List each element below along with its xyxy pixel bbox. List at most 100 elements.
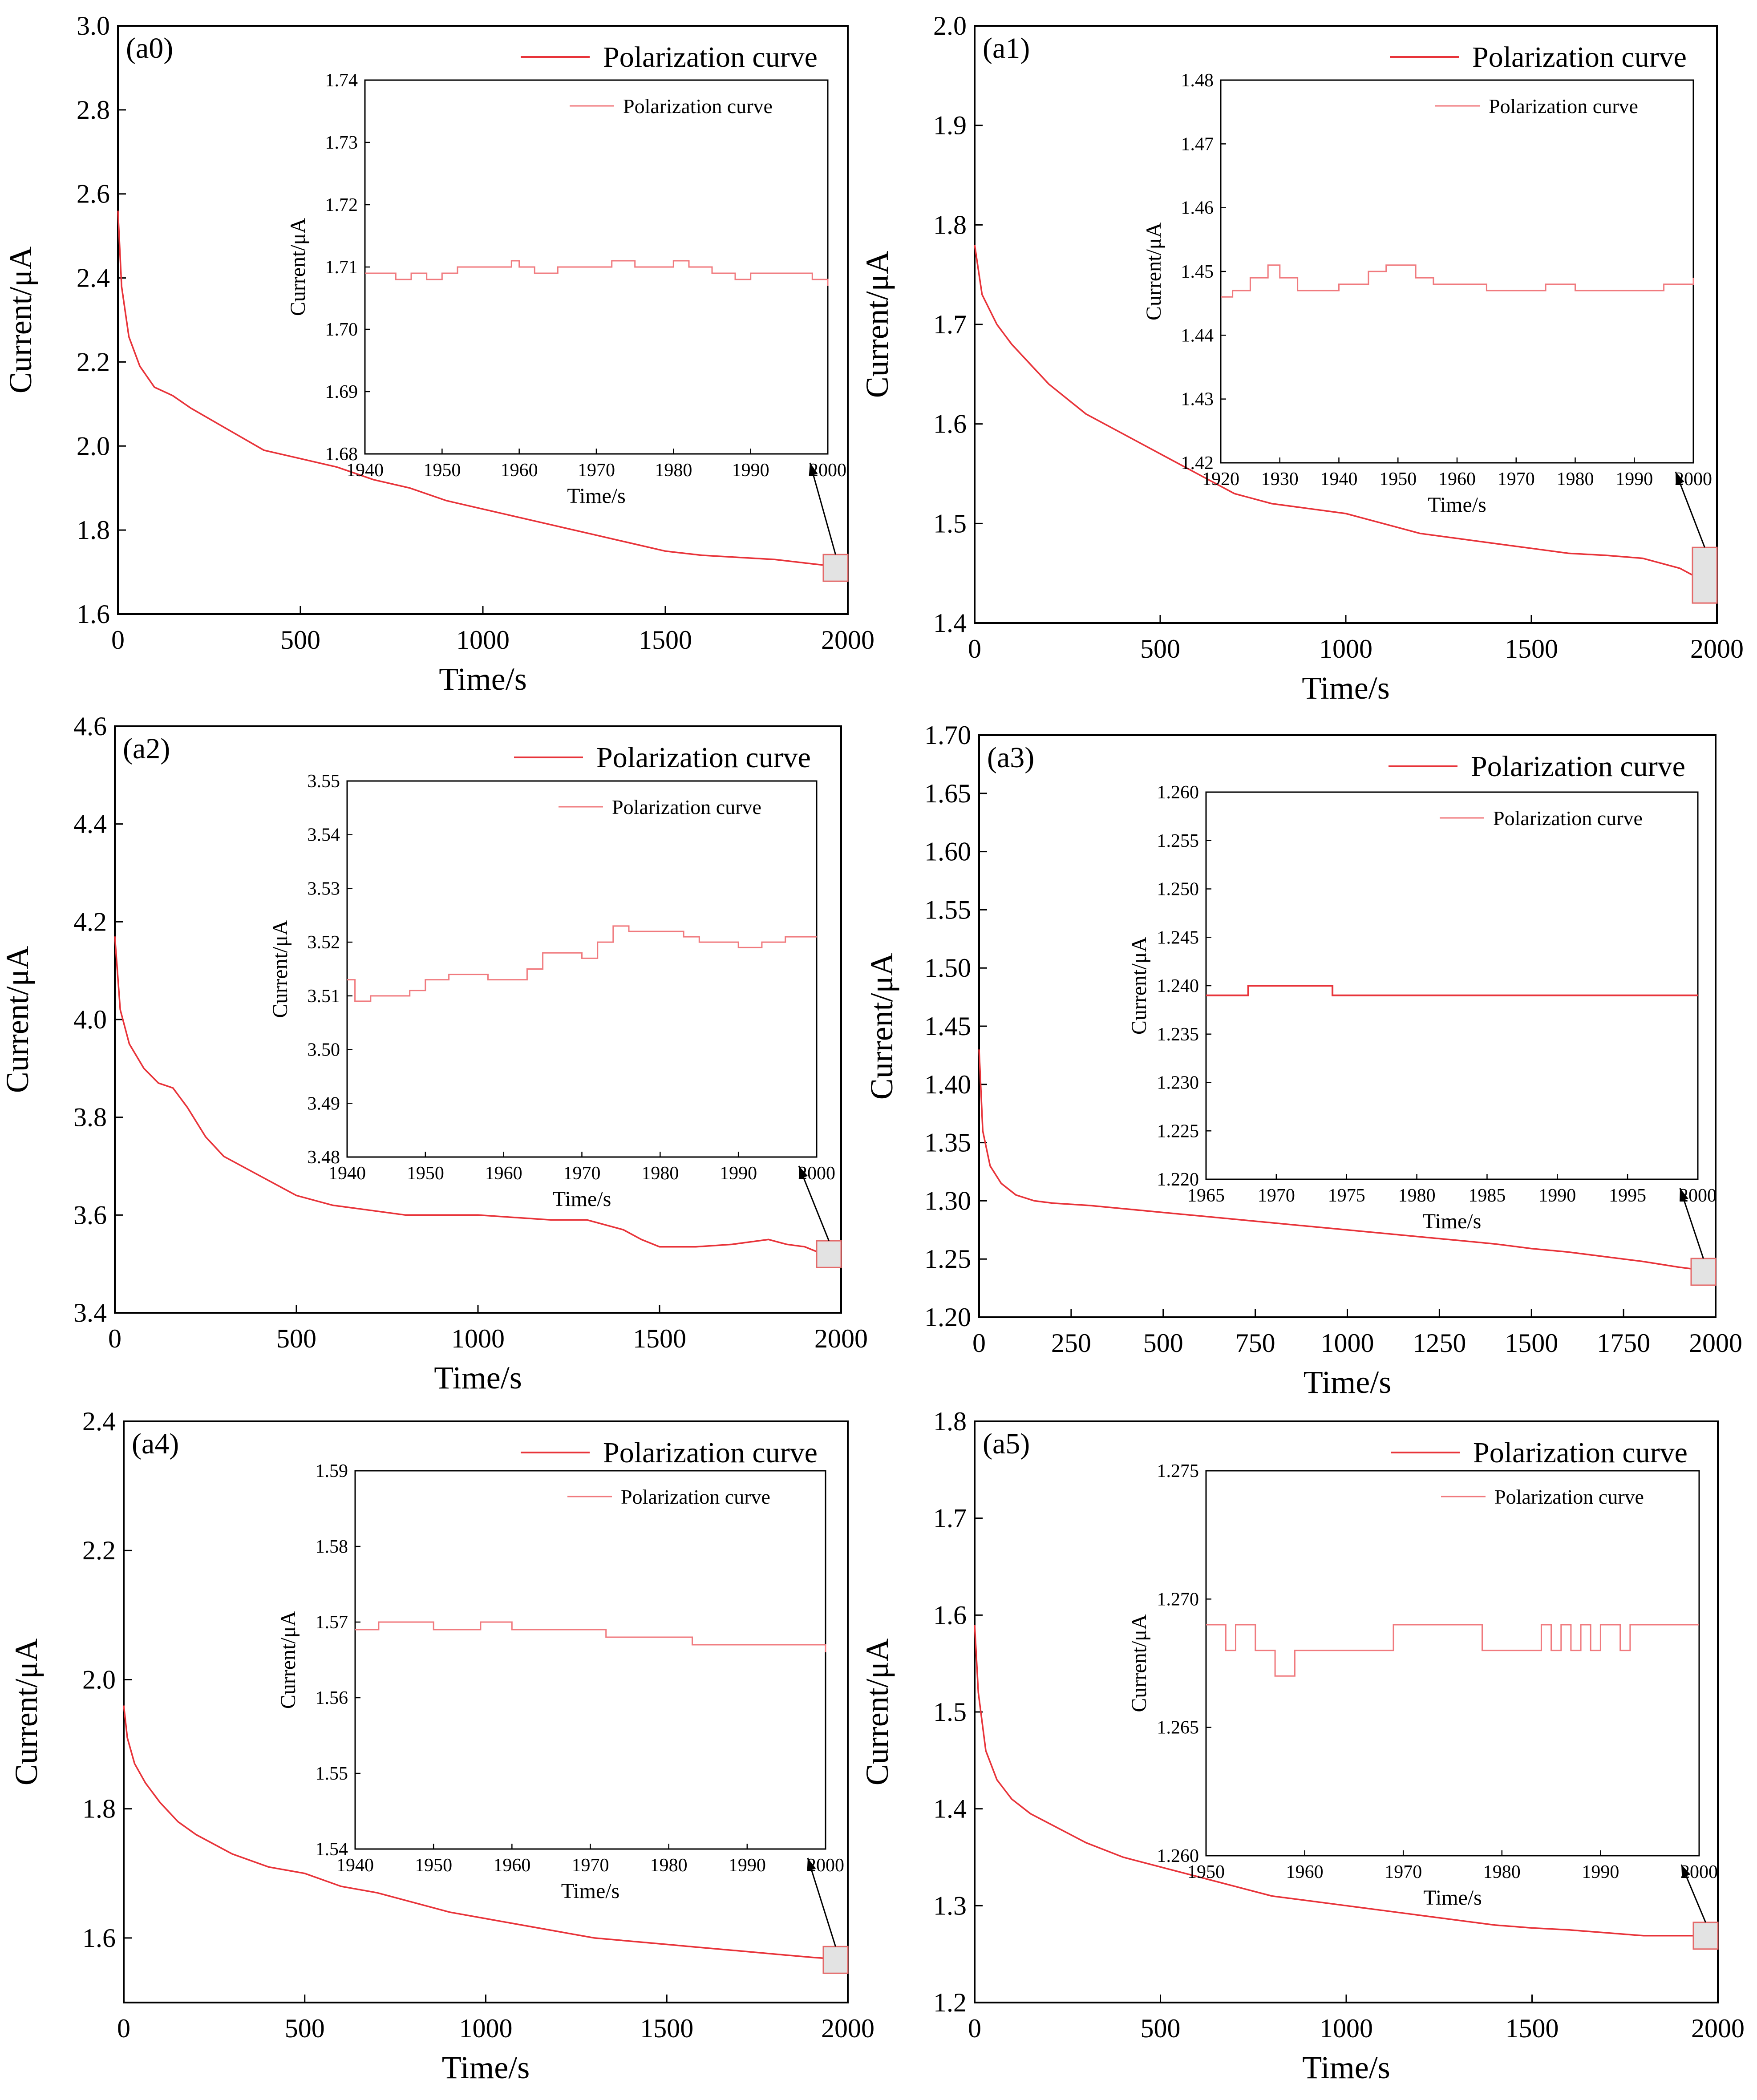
inset-y-tick-label: 1.48 [1181, 70, 1214, 91]
zoom-arrow-head [1681, 1865, 1691, 1878]
x-tick-label: 1500 [1506, 2014, 1559, 2043]
x-tick-label: 1500 [639, 625, 692, 655]
y-tick-label: 1.6 [933, 1600, 967, 1630]
x-tick-label: 2000 [821, 625, 874, 655]
inset-x-tick-label: 1940 [346, 460, 384, 481]
y-tick-label: 4.0 [73, 1005, 107, 1034]
y-tick-label: 1.7 [933, 310, 967, 339]
y-tick-label: 1.8 [77, 515, 110, 545]
y-tick-label: 3.4 [73, 1298, 107, 1327]
y-tick-label: 2.2 [77, 347, 110, 376]
inset-x-tick-label: 1980 [1557, 469, 1594, 490]
inset-y-tick-label: 1.69 [325, 382, 358, 402]
inset-y-tick-label: 1.43 [1181, 389, 1214, 410]
panel-a2: 0 500 1000 1500 2000 3.4 3.6 3.8 4.0 4.2 4.4 4.6 Tim… [0, 712, 868, 1396]
inset-y-tick-label: 1.245 [1157, 927, 1199, 948]
y-tick-label: 1.60 [924, 837, 971, 866]
inset-a4: 1940 1950 1960 1970 1980 1990 20001.541.551.56… [276, 1461, 844, 1947]
inset-series-line [1206, 1624, 1699, 1677]
y-tick-label: 1.55 [924, 895, 971, 924]
y-tick-label: 2.4 [77, 263, 110, 293]
inset-frame [354, 1470, 826, 1850]
x-tick-label: 0 [117, 2014, 130, 2043]
legend-label: Polarization curve [603, 41, 818, 73]
zoom-box [1692, 1922, 1719, 1950]
x-tick-label: 1000 [1319, 634, 1372, 664]
legend-label: Polarization curve [1471, 750, 1685, 783]
panel-a3: 0 250 500 750 1000 1250 1500 1750 2000 1.20 1.25 1.… [864, 720, 1742, 1400]
series-line-polarization-curve [978, 1049, 1716, 1273]
inset-y-tick-label: 1.235 [1157, 1024, 1199, 1045]
zoom-arrow-head [1680, 1188, 1688, 1202]
x-tick-label: 1500 [640, 2014, 693, 2043]
inset-y-tick-label: 1.54 [316, 1839, 348, 1860]
zoom-arrow [807, 1857, 836, 1947]
y-tick-label: 1.45 [924, 1012, 971, 1041]
y-tick-label: 1.4 [933, 1794, 967, 1824]
inset-x-tick-label: 1950 [415, 1855, 452, 1876]
x-tick-label: 1500 [1505, 634, 1558, 664]
y-tick-label: 3.0 [77, 11, 110, 40]
x-tick-label: 0 [111, 625, 125, 655]
series-line-polarization-curve [123, 1705, 848, 1961]
inset-a0: 1940 1950 1960 1970 1980 1990 20001.681.691.70… [286, 70, 846, 555]
x-tick-label: 0 [972, 1328, 986, 1358]
inset-y-axis-title: Current/μA [1127, 1614, 1151, 1712]
inset-x-axis-title: Time/s [567, 484, 626, 508]
x-tick-label: 2000 [1690, 634, 1744, 664]
inset-y-tick-label: 3.53 [308, 878, 340, 899]
inset-y-tick-label: 1.73 [325, 133, 358, 153]
inset-a2: 1940 1950 1960 1970 1980 1990 20003.483.493.50… [268, 771, 835, 1241]
y-tick-label: 1.6 [82, 1923, 116, 1953]
zoom-arrow-head [1676, 472, 1684, 485]
inset-frame [1220, 79, 1694, 464]
legend-label: Polarization curve [1472, 41, 1687, 73]
inset-x-axis-title: Time/s [1428, 493, 1486, 517]
x-axis-title: Time/s [1302, 670, 1389, 706]
y-axis-title: Current/μA [0, 946, 35, 1093]
inset-a5: 1950 1960 1970 1980 1990 20001.2601.2651.2701… [1127, 1461, 1718, 1923]
zoom-arrow [1675, 471, 1705, 548]
inset-y-tick-label: 3.55 [308, 771, 340, 792]
inset-y-tick-label: 1.270 [1157, 1589, 1199, 1610]
x-axis-title: Time/s [1304, 1364, 1391, 1400]
x-tick-label: 500 [1143, 1328, 1183, 1358]
inset-x-tick-label: 1990 [1615, 469, 1653, 490]
x-axis-title: Time/s [1302, 2050, 1390, 2085]
inset-y-tick-label: 1.230 [1157, 1073, 1199, 1093]
y-tick-label: 1.8 [933, 210, 967, 239]
y-tick-label: 1.20 [924, 1303, 971, 1332]
inset-y-tick-label: 1.74 [325, 70, 358, 91]
inset-frame [1205, 1470, 1700, 1857]
inset-x-axis-title: Time/s [561, 1879, 620, 1903]
series-line-polarization-curve [114, 936, 841, 1255]
panel-a4: 0 500 1000 1500 2000 1.6 1.8 2.0 2.2 2.4 Time/s Cur… [8, 1407, 874, 2085]
y-tick-label: 1.40 [924, 1070, 971, 1099]
panel-a0: 0 500 1000 1500 2000 1.6 1.8 2.0 2.2 2.4 2.6 2.8 3.0… [3, 11, 874, 697]
inset-series-line [1221, 264, 1694, 298]
inset-x-tick-label: 1980 [650, 1855, 688, 1876]
inset-y-tick-label: 1.275 [1157, 1461, 1199, 1481]
y-tick-label: 1.3 [933, 1891, 967, 1920]
series-line-polarization-curve [974, 1625, 1718, 1937]
y-tick-label: 1.4 [933, 608, 967, 638]
inset-y-tick-label: 3.49 [308, 1093, 340, 1114]
inset-y-tick-label: 1.71 [325, 257, 358, 278]
x-tick-label: 1500 [633, 1324, 686, 1353]
zoom-arrow [809, 462, 836, 555]
inset-x-tick-label: 1960 [493, 1855, 530, 1876]
y-tick-label: 3.8 [73, 1103, 107, 1132]
inset-y-tick-label: 1.45 [1181, 262, 1214, 282]
x-tick-label: 500 [276, 1324, 316, 1353]
inset-x-tick-label: 1960 [485, 1163, 522, 1184]
inset-x-tick-label: 1975 [1328, 1186, 1365, 1206]
inset-x-tick-label: 1990 [1538, 1186, 1576, 1206]
inset-series-line [365, 260, 829, 286]
inset-x-tick-label: 1990 [1582, 1862, 1619, 1882]
inset-x-tick-label: 1940 [336, 1855, 374, 1876]
y-tick-label: 1.7 [933, 1504, 967, 1533]
inset-x-tick-label: 1940 [1320, 469, 1358, 490]
inset-y-tick-label: 1.250 [1157, 879, 1199, 900]
y-tick-label: 2.6 [77, 179, 110, 209]
legend-label: Polarization curve [603, 1436, 818, 1469]
